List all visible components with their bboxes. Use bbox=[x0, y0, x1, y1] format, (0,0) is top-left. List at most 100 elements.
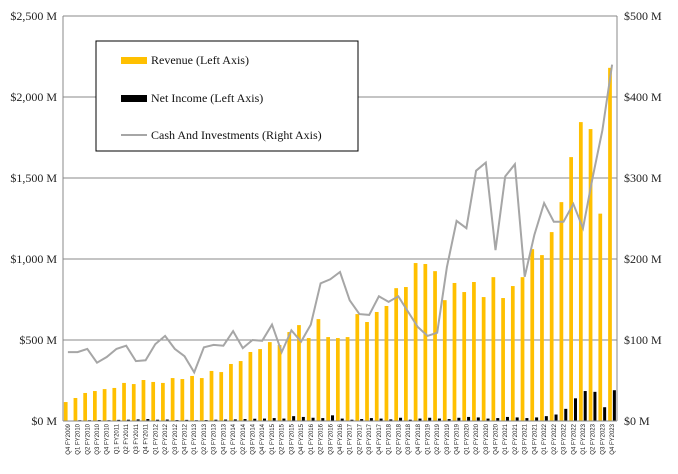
revenue-bar bbox=[63, 402, 68, 421]
x-tick-label: Q2 FY2019 bbox=[435, 423, 441, 454]
x-tick-label: Q4 FY2009 bbox=[66, 423, 72, 454]
net-income-bar bbox=[311, 417, 315, 421]
revenue-bar bbox=[277, 345, 282, 421]
x-tick-label: Q4 FY2019 bbox=[455, 423, 461, 454]
revenue-bar bbox=[131, 384, 136, 421]
revenue-bar bbox=[326, 337, 331, 421]
revenue-bar bbox=[335, 338, 340, 421]
revenue-bar bbox=[442, 300, 447, 421]
net-income-bar bbox=[165, 419, 169, 421]
net-income-bar bbox=[262, 418, 266, 421]
x-tick-label: Q2 FY2020 bbox=[474, 423, 480, 454]
x-tick-label: Q4 FY2022 bbox=[571, 423, 577, 454]
net-income-bar bbox=[486, 418, 490, 421]
x-tick-label: Q3 FY2019 bbox=[445, 423, 451, 454]
revenue-bar bbox=[530, 249, 535, 421]
x-tick-label: Q2 FY2023 bbox=[591, 423, 597, 454]
x-tick-label: Q2 FY2016 bbox=[319, 423, 325, 454]
x-tick-label: Q4 FY2016 bbox=[338, 423, 344, 454]
x-tick-label: Q2 FY2014 bbox=[241, 423, 247, 454]
revenue-bar bbox=[209, 370, 214, 421]
net-income-bar bbox=[408, 419, 412, 421]
x-tick-label: Q1 FY2020 bbox=[464, 423, 470, 454]
right-tick-label: $300 M bbox=[624, 171, 662, 185]
revenue-bar bbox=[122, 382, 126, 421]
net-income-bar bbox=[437, 418, 441, 421]
x-tick-label: Q1 FY2014 bbox=[231, 423, 237, 454]
revenue-bar bbox=[229, 363, 233, 421]
cash-line bbox=[67, 64, 614, 375]
revenue-bar bbox=[141, 380, 146, 421]
x-tick-label: Q4 FY2018 bbox=[416, 423, 422, 454]
legend-swatch-revenue bbox=[121, 57, 147, 64]
x-tick-label: Q4 FY2014 bbox=[260, 423, 266, 454]
legend-label-net-income: Net Income (Left Axis) bbox=[151, 91, 263, 105]
revenue-bar bbox=[481, 297, 486, 421]
revenue-bar bbox=[520, 277, 525, 421]
revenue-bar bbox=[510, 286, 515, 421]
x-tick-label: Q2 FY2010 bbox=[85, 423, 91, 454]
left-tick-label: $2,000 M bbox=[10, 90, 57, 104]
revenue-bar bbox=[297, 325, 301, 421]
net-income-bar bbox=[389, 419, 393, 421]
net-income-bar bbox=[515, 417, 519, 421]
revenue-bar bbox=[83, 392, 88, 421]
net-income-bar bbox=[457, 417, 461, 421]
x-tick-label: Q4 FY2010 bbox=[105, 423, 111, 454]
net-income-bar bbox=[126, 419, 130, 421]
revenue-bar bbox=[549, 232, 554, 421]
net-income-bar bbox=[360, 419, 364, 421]
revenue-bar bbox=[102, 389, 107, 421]
revenue-bar bbox=[180, 379, 185, 421]
net-income-bar bbox=[292, 416, 296, 421]
net-income-bar bbox=[224, 419, 228, 421]
revenue-bar bbox=[219, 372, 224, 421]
right-tick-label: $400 M bbox=[624, 90, 662, 104]
x-tick-label: Q4 FY2020 bbox=[494, 423, 500, 454]
x-tick-label: Q2 FY2012 bbox=[163, 423, 169, 454]
revenue-bar bbox=[151, 381, 156, 421]
net-income-bar bbox=[282, 418, 286, 421]
revenue-bar bbox=[199, 378, 204, 421]
x-tick-label: Q1 FY2011 bbox=[114, 423, 120, 454]
x-tick-label: Q2 FY2022 bbox=[552, 423, 558, 454]
revenue-bar bbox=[365, 322, 369, 421]
net-income-bar bbox=[564, 408, 568, 421]
left-tick-label: $2,500 M bbox=[10, 9, 57, 23]
net-income-bar bbox=[544, 416, 548, 421]
revenue-bar bbox=[93, 391, 97, 421]
x-tick-label: Q3 FY2020 bbox=[484, 423, 490, 454]
net-income-bar bbox=[428, 417, 432, 421]
left-tick-label: $0 M bbox=[31, 414, 57, 428]
x-tick-label: Q3 FY2014 bbox=[251, 423, 257, 454]
cash-and-investments-line bbox=[67, 64, 614, 375]
x-tick-label: Q3 FY2011 bbox=[134, 423, 140, 454]
x-tick-label: Q3 FY2012 bbox=[173, 423, 179, 454]
x-tick-label: Q1 FY2013 bbox=[192, 423, 198, 454]
revenue-bar bbox=[258, 349, 262, 421]
net-income-bar bbox=[272, 418, 276, 421]
revenue-bar bbox=[248, 351, 253, 421]
right-tick-label: $500 M bbox=[624, 9, 662, 23]
net-income-bar bbox=[243, 419, 247, 421]
net-income-bar bbox=[340, 418, 344, 421]
revenue-bar bbox=[267, 342, 272, 421]
revenue-bar bbox=[238, 361, 243, 421]
x-tick-labels: Q4 FY2009 Q1 FY2010 Q2 FY2010 Q3 FY2010 Q4 F… bbox=[66, 423, 616, 454]
left-tick-label: $1,000 M bbox=[10, 252, 57, 266]
x-tick-label: Q3 FY2018 bbox=[406, 423, 412, 454]
net-income-bar bbox=[418, 418, 422, 421]
x-tick-label: Q4 FY2021 bbox=[532, 423, 538, 454]
net-income-bar bbox=[331, 415, 335, 421]
revenue-bar bbox=[608, 67, 612, 421]
x-tick-label: Q1 FY2016 bbox=[309, 423, 315, 454]
net-income-bar bbox=[467, 416, 471, 421]
net-income-bar bbox=[233, 419, 237, 421]
revenue-bar bbox=[306, 338, 311, 421]
legend-label-cash: Cash And Investments (Right Axis) bbox=[151, 128, 322, 142]
x-tick-label: Q4 FY2015 bbox=[299, 423, 305, 454]
legend-label-revenue: Revenue (Left Axis) bbox=[151, 53, 249, 67]
revenue-bar bbox=[161, 382, 165, 421]
x-tick-label: Q2 FY2018 bbox=[396, 423, 402, 454]
revenue-bar bbox=[345, 337, 350, 421]
